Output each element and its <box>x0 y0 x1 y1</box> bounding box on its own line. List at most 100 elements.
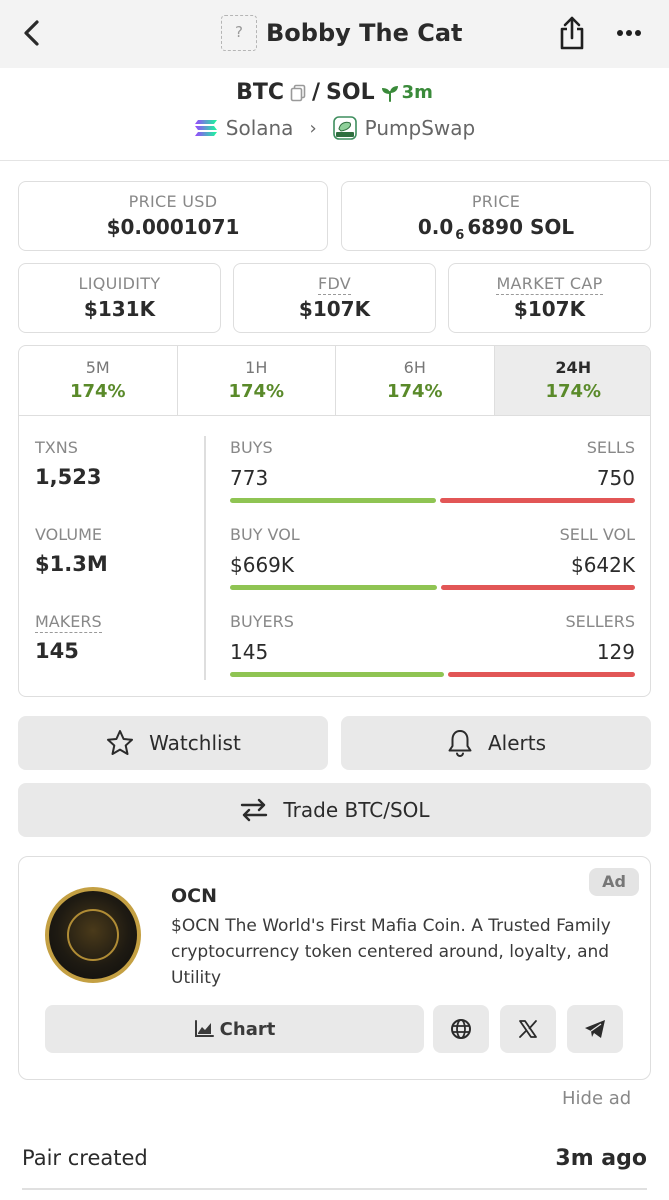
divider <box>0 160 669 161</box>
ad-card: Ad OCN $OCN The World's First Mafia Coin… <box>18 856 651 1080</box>
telegram-icon <box>585 1020 605 1038</box>
share-button[interactable] <box>555 14 589 52</box>
liquidity-label: LIQUIDITY <box>78 274 161 293</box>
volume-value: $1.3M <box>35 552 108 576</box>
watchlist-button[interactable]: Watchlist <box>18 716 328 770</box>
volume-label: VOLUME <box>35 525 102 544</box>
buy-vol-value: $669K <box>230 553 295 577</box>
bell-icon <box>448 730 472 758</box>
fdv-box[interactable]: FDV $107K <box>233 263 436 333</box>
trade-label: Trade BTC/SOL <box>283 798 430 822</box>
txns-label: TXNS <box>35 438 78 457</box>
price-zero-count: 6 <box>455 228 465 243</box>
pumpswap-icon <box>332 116 357 140</box>
tab-5m[interactable]: 5M 174% <box>19 346 178 415</box>
buy-vol-label: BUY VOL <box>230 525 300 544</box>
buyers-value: 145 <box>230 640 269 664</box>
chain-name[interactable]: Solana <box>225 116 294 140</box>
sells-value: 750 <box>596 466 635 490</box>
copy-icon[interactable] <box>290 84 306 102</box>
pair-age-value: 3m <box>401 82 433 103</box>
sprout-icon <box>381 85 398 102</box>
pair-header: BTC / SOL 3m <box>0 80 669 116</box>
pair-created-label: Pair created <box>22 1146 148 1170</box>
pair-age: 3m <box>381 82 433 103</box>
ad-title[interactable]: OCN <box>171 885 217 907</box>
chain-row: Solana › PumpSwap <box>0 116 669 148</box>
buyers-sellers-bar <box>230 672 635 677</box>
share-icon <box>560 16 584 50</box>
buy-bar-fill <box>230 498 436 503</box>
trade-button[interactable]: Trade BTC/SOL <box>18 783 651 837</box>
buys-sells-bar <box>230 498 635 503</box>
market-cap-value: $107K <box>513 297 586 321</box>
page-title: Bobby The Cat <box>266 19 463 47</box>
fdv-value: $107K <box>298 297 371 321</box>
buys-value: 773 <box>230 466 269 490</box>
sell-bar-fill <box>439 498 635 503</box>
swap-arrows-icon <box>241 798 268 822</box>
star-icon <box>107 730 134 755</box>
price-usd-value: $0.0001071 <box>106 215 240 239</box>
market-cap-label: MARKET CAP <box>496 274 603 295</box>
ad-description: $OCN The World's First Mafia Coin. A Tru… <box>171 916 611 988</box>
back-button[interactable] <box>16 16 48 50</box>
ad-telegram-button[interactable] <box>567 1005 623 1053</box>
chevron-right-icon: › <box>309 117 317 139</box>
txns-metric: TXNS 1,523 <box>35 438 101 489</box>
more-icon <box>617 30 641 36</box>
buy-sell-volume-bar <box>230 585 635 590</box>
makers-value: 145 <box>35 639 79 663</box>
watchlist-label: Watchlist <box>149 731 241 755</box>
sellers-label: SELLERS <box>565 612 635 631</box>
ad-chart-label: Chart <box>219 1018 276 1040</box>
txns-value: 1,523 <box>35 465 102 489</box>
sell-vol-label: SELL VOL <box>559 525 635 544</box>
more-options-button[interactable] <box>612 18 646 48</box>
fdv-label: FDV <box>317 274 352 295</box>
pair-quote: SOL <box>326 80 375 105</box>
alerts-label: Alerts <box>487 731 547 755</box>
alerts-button[interactable]: Alerts <box>341 716 651 770</box>
market-cap-box[interactable]: MARKET CAP $107K <box>448 263 651 333</box>
liquidity-box: LIQUIDITY $131K <box>18 263 221 333</box>
price-native-value: 0.0 6 6890 SOL <box>417 215 575 243</box>
chart-icon <box>194 1020 214 1037</box>
dex-name[interactable]: PumpSwap <box>364 116 476 140</box>
hide-ad-link[interactable]: Hide ad <box>562 1088 632 1109</box>
liquidity-value: $131K <box>83 297 156 321</box>
tab-1h[interactable]: 1H 174% <box>178 346 336 415</box>
column-divider <box>204 436 206 680</box>
makers-label: MAKERS <box>35 612 102 633</box>
divider <box>22 1188 647 1190</box>
timeframe-panel: 5M 174% 1H 174% 6H 174% 24H 174% TXNS 1,… <box>18 345 651 697</box>
ad-chart-button[interactable]: Chart <box>45 1005 424 1053</box>
ad-badge: Ad <box>589 868 639 896</box>
x-twitter-icon <box>519 1020 537 1038</box>
price-usd-box: PRICE USD $0.0001071 <box>18 181 328 251</box>
top-bar: ? Bobby The Cat <box>0 0 669 68</box>
buy-vol-bar-fill <box>230 585 437 590</box>
price-native-label: PRICE <box>471 192 521 211</box>
sell-vol-bar-fill <box>440 585 635 590</box>
token-thumbnail: ? <box>221 15 257 51</box>
sellers-value: 129 <box>596 640 635 664</box>
solana-icon <box>194 120 217 136</box>
pair-base: BTC <box>236 80 284 105</box>
sells-label: SELLS <box>586 438 635 457</box>
ocn-logo <box>45 887 141 983</box>
makers-metric[interactable]: MAKERS 145 <box>35 612 102 663</box>
ad-x-button[interactable] <box>500 1005 556 1053</box>
volume-metric: VOLUME $1.3M <box>35 525 108 576</box>
buyers-label: BUYERS <box>230 612 294 631</box>
price-native-box: PRICE 0.0 6 6890 SOL <box>341 181 651 251</box>
pair-created-value: 3m ago <box>555 1146 647 1171</box>
tab-24h[interactable]: 24H 174% <box>494 346 650 415</box>
buys-label: BUYS <box>230 438 273 457</box>
ad-website-button[interactable] <box>433 1005 489 1053</box>
globe-icon <box>451 1019 471 1039</box>
tab-6h[interactable]: 6H 174% <box>336 346 495 415</box>
timeframe-tabs: 5M 174% 1H 174% 6H 174% 24H 174% <box>19 346 650 416</box>
sellers-bar-fill <box>448 672 635 677</box>
price-usd-label: PRICE USD <box>128 192 218 211</box>
